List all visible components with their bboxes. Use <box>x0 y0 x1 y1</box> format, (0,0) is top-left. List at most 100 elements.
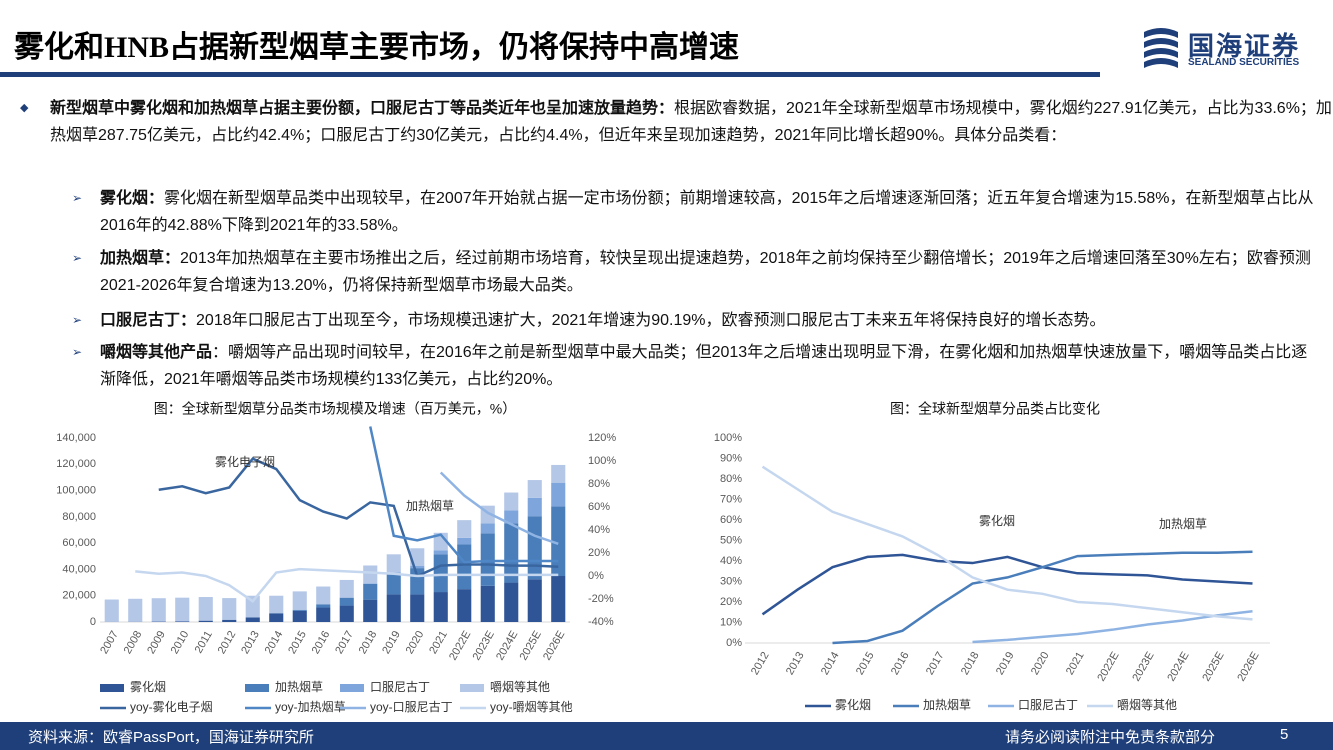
bar-segment <box>128 598 143 622</box>
logo-icon <box>1144 28 1178 68</box>
y2-tick-label: 20% <box>588 547 610 559</box>
bar-segment <box>198 597 213 621</box>
y-tick-label: 50% <box>720 534 742 546</box>
bar-segment <box>386 594 401 622</box>
legend-label: 口服尼古丁 <box>1018 697 1078 712</box>
x-tick-label: 2018 <box>357 629 380 656</box>
y-tick-label: 30% <box>720 575 742 587</box>
disclaimer: 请务必阅读附注中免责条款部分 <box>1005 729 1216 746</box>
y-tick-label: 10% <box>720 616 742 628</box>
y-tick-label: 70% <box>720 493 742 505</box>
x-tick-label: 2014 <box>819 650 842 677</box>
bar-segment <box>222 619 237 622</box>
bar-segment <box>504 582 519 622</box>
chart-title: 图：全球新型烟草分品类占比变化 <box>890 401 1100 417</box>
y-tick-label: 100% <box>714 432 742 444</box>
bar-segment <box>339 597 354 606</box>
bar-segment <box>457 537 472 545</box>
y-tick-label: 100,000 <box>56 484 96 496</box>
y2-tick-label: 60% <box>588 501 610 513</box>
x-tick-label: 2020 <box>404 629 427 656</box>
bar-segment <box>480 523 495 534</box>
legend-label: yoy-雾化电子烟 <box>130 700 213 714</box>
bar-segment <box>527 579 542 622</box>
bullet-lead: 新型烟草中雾化烟和加热烟草占据主要份额，口服尼古丁等品类近年也呈加速放量趋势： <box>50 100 675 117</box>
x-tick-label: 2013 <box>239 629 262 656</box>
y2-tick-label: 120% <box>588 432 616 444</box>
bar-segment <box>269 613 284 622</box>
x-tick-label: 2008 <box>122 629 145 656</box>
x-tick-label: 2024E <box>1165 650 1191 684</box>
bar-segment <box>151 598 166 622</box>
y-tick-label: 20,000 <box>62 590 96 602</box>
legend-label: 嚼烟等其他 <box>1117 698 1177 712</box>
y-tick-label: 80,000 <box>62 511 96 523</box>
bar-segment <box>292 609 307 611</box>
bullet-lead: 雾化烟： <box>100 190 165 207</box>
y-tick-label: 40% <box>720 555 742 567</box>
x-tick-label: 2014 <box>263 629 286 656</box>
sub-bullet: 加热烟草：2013年加热烟草在主要市场推出之后，经过前期市场培育，较快呈现出提速… <box>72 245 1318 299</box>
y-tick-label: 40,000 <box>62 563 96 575</box>
bar-segment <box>245 617 260 622</box>
bar-segment <box>386 573 401 595</box>
bullet-text: 2013年加热烟草在主要市场推出之后，经过前期市场培育，较快呈现出提速趋势，20… <box>100 250 1311 294</box>
bar-segment <box>386 554 401 573</box>
legend-label: 雾化烟 <box>130 680 166 694</box>
x-tick-label: 2025E <box>518 629 544 663</box>
series-line <box>369 426 559 564</box>
sub-bullet: 口服尼古丁：2018年口服尼古丁出现至今，市场规模迅速扩大，2021年增速为90… <box>72 307 1318 334</box>
x-tick-label: 2018 <box>959 650 982 677</box>
legend-label: 嚼烟等其他 <box>490 680 550 694</box>
bar-segment <box>527 480 542 498</box>
bullet-text: 雾化烟在新型烟草品类中出现较早，在2007年开始就占据一定市场份额；前期增速较高… <box>100 190 1314 234</box>
bar-segment <box>316 604 331 608</box>
y2-tick-label: 40% <box>588 524 610 536</box>
bar-segment <box>480 585 495 622</box>
y-tick-label: 90% <box>720 452 742 464</box>
legend-label: yoy-嚼烟等其他 <box>490 700 573 714</box>
bar-segment <box>316 607 331 622</box>
bar-segment <box>175 597 190 622</box>
x-tick-label: 2013 <box>784 650 807 677</box>
x-tick-label: 2019 <box>380 629 403 656</box>
x-tick-label: 2015 <box>854 650 877 677</box>
bar-segment <box>410 594 425 622</box>
x-tick-label: 2011 <box>193 629 215 655</box>
annotation: 雾化烟 <box>979 514 1015 528</box>
x-tick-label: 2023E <box>1130 650 1156 684</box>
bar-segment <box>222 598 237 620</box>
bar-segment <box>551 576 566 622</box>
bar-segment <box>104 599 119 622</box>
y-tick-label: 0 <box>90 616 96 628</box>
annotation: 加热烟草 <box>406 499 454 513</box>
bullet-lead: 口服尼古丁： <box>100 312 197 329</box>
legend-swatch <box>460 684 484 692</box>
charts: 图：全球新型烟草分品类市场规模及增速（百万美元，%） 0 20,000 40,000 6… <box>56 401 1270 714</box>
footer-bar <box>0 722 1333 750</box>
bar-segment <box>504 492 519 511</box>
bar-segment <box>316 586 331 605</box>
logo-english: SEALAND SECURITIES <box>1188 57 1300 68</box>
annotation: 加热烟草 <box>1159 517 1207 531</box>
x-tick-label: 2010 <box>169 629 192 656</box>
legend-label: 加热烟草 <box>923 698 971 712</box>
legend-label: 加热烟草 <box>275 680 323 694</box>
bar-segment <box>245 595 260 618</box>
bar-segment <box>433 592 448 622</box>
bar-segment <box>551 482 566 507</box>
page-number: 5 <box>1280 726 1289 743</box>
x-tick-label: 2017 <box>333 629 356 656</box>
legend-swatch <box>245 684 269 692</box>
bar-segment <box>269 595 284 614</box>
bullet-text: 2018年口服尼古丁出现至今，市场规模迅速扩大，2021年增速为90.19%，欧… <box>196 312 1106 329</box>
y-tick-label: 60% <box>720 514 742 526</box>
series-line <box>972 609 1253 644</box>
x-tick-label: 2019 <box>994 650 1017 677</box>
series-line <box>439 471 559 545</box>
bullet-text: ：嚼烟等产品出现时间较早，在2016年之前是新型烟草中最大品类；但2013年之后… <box>100 344 1308 388</box>
bar-segment <box>292 591 307 610</box>
bar-segment <box>551 464 566 483</box>
x-tick-label: 2026E <box>1235 650 1261 684</box>
